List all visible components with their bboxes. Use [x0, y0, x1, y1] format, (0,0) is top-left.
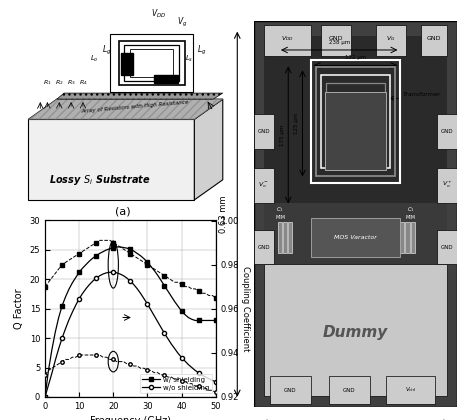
Bar [410, 222, 415, 253]
Bar [421, 25, 447, 56]
Bar [401, 222, 404, 253]
Bar [310, 218, 401, 257]
Text: $V_o^-$: $V_o^-$ [258, 181, 269, 190]
Bar [264, 202, 447, 265]
Text: GND: GND [284, 388, 297, 393]
Polygon shape [154, 75, 178, 83]
Text: Lossy $S_i$ Substrate: Lossy $S_i$ Substrate [49, 173, 150, 187]
Text: MIM: MIM [275, 215, 285, 220]
X-axis label: Frequency (GHz): Frequency (GHz) [90, 416, 171, 420]
Bar [437, 230, 457, 265]
Bar [254, 230, 274, 265]
Bar [321, 25, 351, 56]
Text: $C_1$: $C_1$ [276, 205, 284, 214]
Text: GND: GND [329, 36, 343, 41]
Text: $V_G$: $V_G$ [386, 34, 396, 43]
Bar [278, 222, 282, 253]
Bar [326, 83, 385, 160]
Polygon shape [28, 119, 194, 200]
Text: $R_4$: $R_4$ [79, 78, 87, 87]
Text: GND: GND [257, 129, 270, 134]
Bar [321, 75, 390, 168]
Bar [118, 41, 185, 85]
Bar [264, 25, 310, 56]
Bar [376, 25, 407, 56]
Bar [254, 114, 274, 149]
Text: (a): (a) [116, 206, 131, 216]
Text: $V_{ctrl}$: $V_{ctrl}$ [404, 386, 417, 394]
Text: GND: GND [441, 244, 454, 249]
Legend: w/ shielding, w/o shielding: w/ shielding, w/o shielding [139, 374, 212, 394]
Text: GND: GND [343, 388, 356, 393]
Polygon shape [28, 99, 223, 119]
Bar [437, 114, 457, 149]
Text: GND: GND [441, 129, 454, 134]
Bar [405, 222, 410, 253]
Y-axis label: Q Factor: Q Factor [14, 289, 24, 329]
Text: $L_s$: $L_s$ [185, 54, 194, 64]
Polygon shape [57, 93, 223, 99]
Bar [386, 376, 435, 404]
Polygon shape [121, 53, 133, 75]
Text: $V_{DD}$: $V_{DD}$ [281, 34, 293, 43]
Text: 125 μm: 125 μm [294, 113, 300, 134]
Y-axis label: Coupling Coefficient: Coupling Coefficient [241, 266, 250, 352]
Text: $V_o^+$: $V_o^+$ [442, 180, 453, 190]
Text: MIM: MIM [406, 215, 416, 220]
Bar [124, 45, 179, 81]
Text: MOS Varactor: MOS Varactor [334, 235, 377, 240]
Text: $R_1$: $R_1$ [43, 78, 52, 87]
Text: 238 μm: 238 μm [328, 40, 350, 45]
Bar [270, 376, 310, 404]
Text: $V_g$: $V_g$ [177, 16, 188, 29]
Text: 175 μm: 175 μm [280, 124, 285, 146]
Bar [437, 168, 457, 202]
Bar [316, 67, 395, 176]
Text: $L_o$: $L_o$ [91, 54, 99, 64]
Bar [325, 92, 386, 170]
Bar [130, 49, 173, 77]
Text: $R_2$: $R_2$ [55, 78, 64, 87]
Text: 0.63 mm: 0.63 mm [219, 195, 228, 233]
Text: $L_g$: $L_g$ [197, 44, 206, 57]
Bar [329, 376, 370, 404]
Bar [283, 222, 287, 253]
Text: $V_{DD}$: $V_{DD}$ [151, 8, 166, 20]
Bar [288, 222, 292, 253]
Text: GND: GND [427, 36, 441, 41]
Text: Transformer: Transformer [402, 92, 441, 97]
Bar [264, 265, 447, 396]
Text: $R_3$: $R_3$ [67, 78, 75, 87]
Bar [264, 37, 447, 207]
Text: Array of Resistors with High Resistance: Array of Resistors with High Resistance [81, 100, 189, 114]
Text: 122 μm: 122 μm [345, 55, 366, 60]
Text: $L_g$: $L_g$ [102, 44, 111, 57]
FancyBboxPatch shape [110, 34, 193, 92]
Text: Dummy: Dummy [323, 325, 388, 339]
Text: GND: GND [257, 244, 270, 249]
Bar [254, 168, 274, 202]
Polygon shape [28, 99, 223, 119]
Text: $C_1$: $C_1$ [407, 205, 414, 214]
Bar [310, 60, 401, 183]
Polygon shape [194, 99, 223, 200]
